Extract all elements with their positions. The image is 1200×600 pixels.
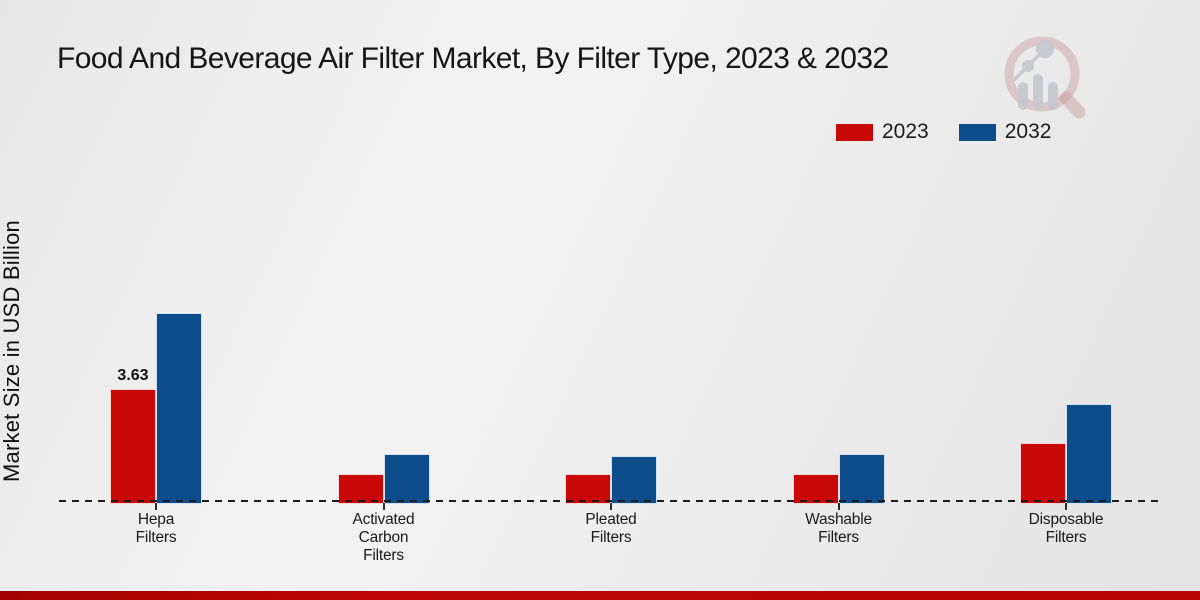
legend: 2023 2032: [836, 120, 1051, 144]
legend-swatch-2023: [836, 123, 873, 141]
category-label-disposable-filters: Disposable Filters: [1028, 511, 1104, 546]
category-label-washable-filters: Washable Filters: [805, 511, 872, 546]
category-label-pleated-filters: Pleated Filters: [585, 511, 637, 546]
bar-2023-washable-filters: [792, 473, 839, 504]
x-axis-tick: [382, 503, 385, 510]
legend-swatch-2032: [958, 123, 996, 141]
bar-2023-activated-carbon-filters: [337, 473, 384, 504]
chart-title: Food And Beverage Air Filter Market, By …: [57, 42, 889, 75]
y-axis-label: Market Size in USD Billion: [0, 220, 24, 482]
bottom-accent-bar: [0, 591, 1200, 600]
legend-label-2023: 2023: [882, 120, 929, 143]
x-axis-baseline: [59, 500, 1160, 502]
x-axis-tick: [1065, 503, 1067, 510]
bar-2032-activated-carbon-filters: [383, 453, 430, 504]
legend-item-2032: 2032: [958, 120, 1052, 144]
bar-2023-hepa-filters: [110, 388, 156, 504]
bar-2023-pleated-filters: [565, 474, 611, 504]
logo-bar-chart-icon: [1012, 40, 1058, 110]
bar-value-label: 3.63: [117, 366, 149, 384]
x-axis-tick: [610, 503, 612, 510]
bar-2032-hepa-filters: [156, 313, 202, 504]
bar-2032-pleated-filters: [611, 455, 657, 504]
brand-logo: [1004, 36, 1086, 119]
legend-label-2032: 2032: [1004, 120, 1052, 143]
category-label-hepa-filters: Hepa Filters: [135, 511, 177, 546]
x-axis-tick: [155, 503, 157, 510]
x-axis-tick: [837, 503, 840, 510]
category-label-activated-carbon-filters: Activated Carbon Filters: [352, 511, 415, 564]
bar-2023-disposable-filters: [1020, 442, 1066, 504]
bar-2032-washable-filters: [838, 453, 885, 504]
legend-item-2023: 2023: [836, 120, 929, 144]
bar-2032-disposable-filters: [1066, 403, 1112, 504]
